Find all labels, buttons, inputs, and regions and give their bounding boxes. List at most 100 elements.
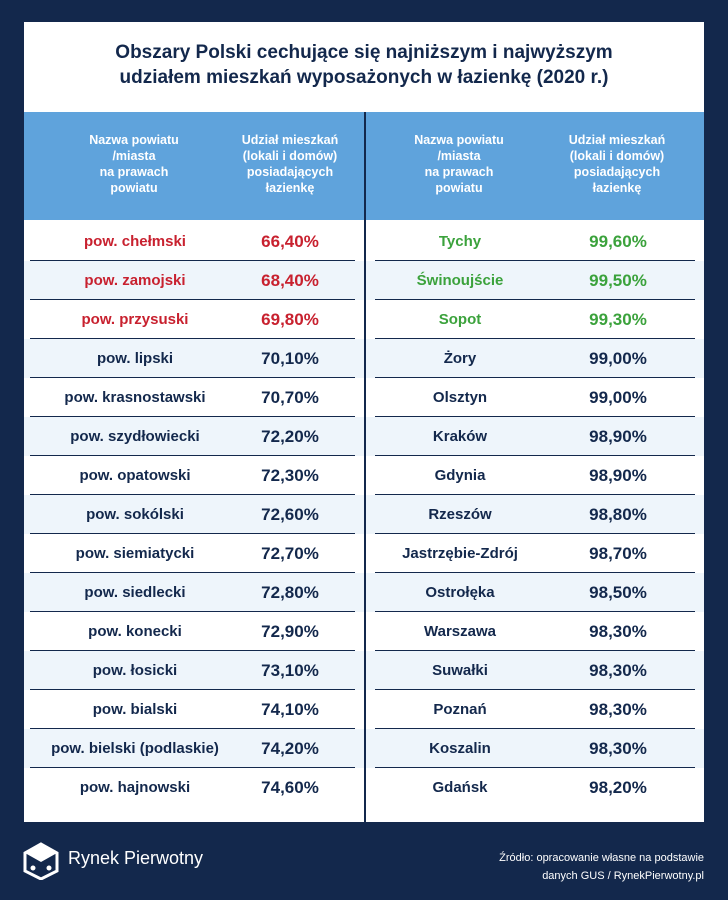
table-cell: pow. krasnostawski	[64, 389, 206, 406]
table-cell: pow. opatowski	[79, 467, 191, 484]
table-cell: 98,30%	[589, 622, 647, 641]
table-cell: 72,70%	[261, 544, 319, 563]
row-separator	[375, 689, 695, 690]
table-row: pow. opatowski 72,30% Gdynia 98,90%	[24, 456, 704, 495]
row-separator	[30, 377, 355, 378]
row-separator	[30, 728, 355, 729]
table-cell: 74,10%	[261, 700, 319, 719]
row-separator	[30, 767, 355, 768]
table-cell: Ostrołęka	[425, 584, 495, 601]
title-line: Obszary Polski cechujące się najniższym …	[115, 42, 613, 63]
row-separator	[375, 494, 695, 495]
row-separator	[30, 338, 355, 339]
table-cell: pow. chełmski	[84, 233, 186, 250]
table-cell: pow. siemiatycki	[75, 545, 195, 562]
table-cell: 98,30%	[589, 739, 647, 758]
header-line: Nazwa powiatu	[89, 133, 179, 147]
row-separator	[375, 338, 695, 339]
table-cell: Sopot	[438, 311, 482, 328]
row-separator	[30, 533, 355, 534]
table-cell: Tychy	[438, 233, 482, 250]
header-line: /miasta	[112, 149, 156, 163]
source-line: danych GUS / RynekPierwotny.pl	[542, 870, 704, 882]
header-line: powiatu	[435, 181, 483, 195]
header-line: Udział mieszkań	[241, 133, 339, 147]
table-cell: 99,60%	[589, 232, 647, 251]
header-cell: Udział mieszkań (lokali i domów) posiadają…	[537, 132, 697, 196]
table-cell: 72,80%	[261, 583, 319, 602]
row-separator	[375, 611, 695, 612]
table-cell: 72,30%	[261, 466, 319, 485]
row-separator	[30, 299, 355, 300]
table-cell: 98,90%	[589, 427, 647, 446]
divider	[364, 112, 366, 822]
table-cell: 73,10%	[261, 661, 319, 680]
table-cell: 98,50%	[589, 583, 647, 602]
table-cell: Żory	[443, 350, 477, 367]
table-cell: 99,30%	[589, 310, 647, 329]
table-cell: 74,60%	[261, 778, 319, 797]
table-cell: 99,00%	[589, 388, 647, 407]
row-separator	[30, 416, 355, 417]
header-line: łazienkę	[265, 181, 315, 195]
header-line: /miasta	[437, 149, 481, 163]
row-separator	[375, 455, 695, 456]
header-line: (lokali i domów)	[242, 149, 338, 163]
table-cell: pow. bialski	[92, 701, 178, 718]
table-cell: 74,20%	[261, 739, 319, 758]
table-cell: Poznań	[433, 701, 487, 718]
header-line: posiadających	[246, 165, 334, 179]
table-cell: 68,40%	[261, 271, 319, 290]
row-separator	[375, 728, 695, 729]
header-line: Nazwa powiatu	[414, 133, 504, 147]
table-cell: pow. hajnowski	[79, 779, 191, 796]
logo-icon	[23, 842, 59, 880]
logo-text: Rynek Pierwotny	[68, 848, 204, 868]
header-cell: Udział mieszkań (lokali i domów) posiadają…	[210, 132, 370, 196]
table-cell: Jastrzębie-Zdrój	[402, 545, 518, 562]
header-line: na prawach	[99, 165, 169, 179]
header-line: (lokali i domów)	[569, 149, 665, 163]
table-cell: Gdynia	[434, 467, 486, 484]
row-separator	[375, 299, 695, 300]
table-cell: 98,90%	[589, 466, 647, 485]
table-cell: 69,80%	[261, 310, 319, 329]
header-line: Udział mieszkań	[568, 133, 666, 147]
table-cell: 66,40%	[261, 232, 319, 251]
table-cell: Świnoujście	[416, 272, 504, 289]
table-cell: 98,80%	[589, 505, 647, 524]
table-cell: pow. lipski	[96, 350, 174, 367]
table-cell: 98,70%	[589, 544, 647, 563]
table-cell: pow. zamojski	[84, 272, 186, 289]
row-separator	[30, 689, 355, 690]
row-separator	[375, 416, 695, 417]
table-cell: pow. sokólski	[86, 506, 184, 523]
row-separator	[30, 611, 355, 612]
table-row: pow. przysuski 69,80% Sopot 99,30%	[24, 300, 704, 339]
header-cell: Nazwa powiatu/miasta na prawach powiatu	[379, 132, 539, 196]
table-cell: 70,70%	[261, 388, 319, 407]
title-line: udziałem mieszkań wyposażonych w łazienk…	[119, 67, 609, 88]
row-separator	[375, 377, 695, 378]
row-separator	[30, 260, 355, 261]
row-separator	[375, 260, 695, 261]
table-cell: Koszalin	[429, 740, 491, 757]
table-cell: 98,30%	[589, 700, 647, 719]
row-separator	[375, 572, 695, 573]
table-cell: 70,10%	[261, 349, 319, 368]
table-cell: Suwałki	[432, 662, 488, 679]
table-cell: 98,20%	[589, 778, 647, 797]
table-cell: pow. przysuski	[81, 311, 189, 328]
table-row: pow. konecki 72,90% Warszawa 98,30%	[24, 612, 704, 651]
row-separator	[375, 767, 695, 768]
source-line: Źródło: opracowanie własne na podstawie	[499, 852, 704, 864]
table-cell: pow. szydłowiecki	[70, 428, 200, 445]
header-line: powiatu	[110, 181, 158, 195]
table-cell: Rzeszów	[428, 506, 492, 523]
header-line: łazienkę	[592, 181, 642, 195]
table-cell: Kraków	[432, 428, 488, 445]
card: Obszary Polski cechujące się najniższym …	[24, 22, 704, 822]
title: Obszary Polski cechujące się najniższym …	[24, 40, 704, 90]
table-cell: pow. łosicki	[92, 662, 178, 679]
